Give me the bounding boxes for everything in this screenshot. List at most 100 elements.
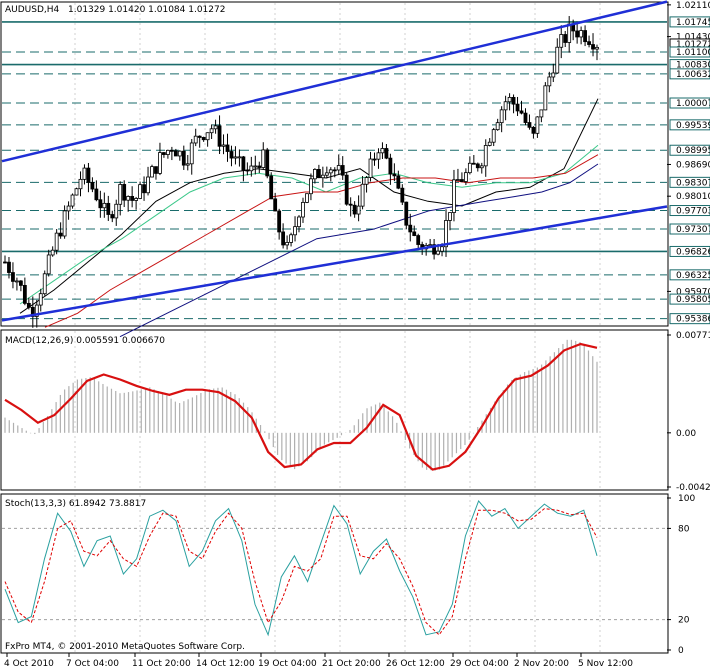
stoch-header: Stoch(13,3,3) 61.8942 73.8817 [5, 499, 146, 509]
candle-body [205, 132, 210, 141]
candle-body [70, 194, 75, 207]
stoch-panel[interactable] [0, 493, 669, 654]
candle-body [360, 183, 365, 207]
candle-body [78, 178, 83, 190]
candle-body [281, 231, 286, 246]
candle-body [74, 188, 79, 196]
price-tag-box [669, 68, 710, 80]
candle-body [185, 163, 190, 166]
candle-body [50, 249, 55, 256]
time-tick-label: 4 Oct 2010 [4, 659, 54, 669]
price-tag-box [669, 269, 710, 281]
candle-body [22, 285, 27, 304]
candle-body [162, 152, 166, 155]
candle-body [412, 231, 417, 236]
candle-body [90, 182, 95, 190]
candle-body [356, 205, 361, 215]
price-tick-label: 0.96826 [676, 247, 710, 257]
candle-body [563, 34, 568, 43]
candle-body [54, 232, 59, 251]
candle-body [384, 148, 389, 159]
candle-body [352, 204, 357, 215]
candle-body [483, 145, 488, 167]
candle-body [106, 202, 111, 215]
candle-body [396, 175, 401, 189]
price-tag-box [669, 293, 710, 305]
candle-body [114, 203, 119, 219]
price-tick-label: 0.96325 [676, 271, 710, 281]
candle-body [491, 129, 496, 143]
candle-body [42, 273, 47, 295]
candle-body [146, 176, 150, 194]
candle-body [177, 150, 182, 157]
channel-line-lower [1, 205, 668, 322]
candle-body [126, 196, 131, 201]
candle-body [448, 212, 452, 221]
candle-body [122, 184, 127, 201]
candle-body [575, 30, 580, 38]
price-tag-box [669, 176, 710, 188]
macd-panel[interactable] [0, 329, 669, 491]
candle-body [213, 125, 218, 130]
candle-body [82, 167, 87, 180]
candle-body [467, 162, 472, 174]
candle-body [479, 165, 484, 169]
candle-body [511, 96, 516, 105]
macd-tick-label: -0.00427 [676, 483, 710, 493]
candle-body [154, 166, 158, 174]
candle-body [527, 122, 532, 128]
price-tick-label: 0.95805 [676, 295, 710, 305]
stoch-tick-label: 100 [678, 494, 695, 504]
candle-body [591, 44, 595, 50]
price-tick-label: 1.01430 [676, 33, 710, 43]
candle-body [285, 242, 289, 246]
stoch-main-line [4, 500, 598, 637]
macd-tick-label: 0.00771 [676, 331, 710, 341]
candle-body [289, 234, 293, 243]
time-tick-label: 7 Oct 04:00 [66, 659, 119, 669]
candle-body [388, 157, 393, 175]
candle-body [400, 187, 405, 203]
ma-line-black [19, 98, 599, 314]
stoch-signal-line [4, 508, 598, 636]
candle-body [86, 167, 91, 183]
candle-body [181, 150, 186, 166]
candle-body [531, 126, 536, 134]
time-tick-label: 14 Oct 12:00 [196, 659, 255, 669]
candle-body [66, 205, 71, 212]
price-panel[interactable] [0, 1, 669, 327]
candle-body [142, 184, 146, 194]
candle-body [551, 72, 556, 78]
candle-body [332, 169, 337, 172]
price-tick-label: 1.01745 [676, 18, 710, 28]
candle-body [30, 306, 35, 317]
candle-body [543, 85, 548, 111]
price-tick-label: 0.98010 [676, 192, 710, 202]
candle-body [150, 166, 154, 178]
price-tick-label: 0.95970 [676, 287, 710, 297]
candle-body [165, 149, 170, 155]
candle-body [313, 169, 317, 180]
candle-body [233, 156, 238, 159]
candle-body [98, 199, 103, 209]
price-tag-box [669, 223, 710, 235]
candle-body [487, 141, 492, 146]
price-tag-box [669, 313, 710, 325]
candle-body [519, 110, 524, 114]
macd-header: MACD(12,26,9) 0.005591 0.006670 [5, 336, 165, 346]
price-tick-label: 1.01272 [676, 40, 710, 50]
price-tag-box [669, 97, 710, 109]
stoch-tick-label: 80 [678, 524, 690, 534]
candle-body [169, 149, 174, 152]
candle-body [392, 173, 397, 177]
price-tick-label: 1.00830 [676, 61, 710, 71]
candle-body [38, 293, 43, 306]
candle-body [503, 101, 508, 111]
time-tick-label: 29 Oct 04:00 [450, 659, 509, 669]
candle-body [495, 122, 500, 131]
candle-body [364, 177, 369, 185]
candle-body [463, 172, 468, 182]
candle-body [475, 163, 480, 169]
ma-line-green [19, 144, 599, 305]
candle-body [515, 103, 520, 112]
